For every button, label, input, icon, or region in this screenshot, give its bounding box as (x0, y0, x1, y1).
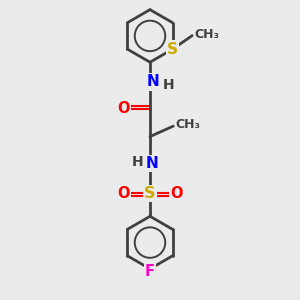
Text: O: O (117, 186, 129, 201)
Text: H: H (163, 78, 174, 92)
Text: S: S (144, 186, 156, 201)
Text: O: O (118, 101, 130, 116)
Text: CH₃: CH₃ (176, 118, 201, 131)
Text: F: F (145, 264, 155, 279)
Text: O: O (171, 186, 183, 201)
Text: CH₃: CH₃ (195, 28, 220, 40)
Text: N: N (147, 74, 159, 89)
Text: N: N (146, 156, 159, 171)
Text: S: S (167, 42, 178, 57)
Text: H: H (132, 155, 143, 169)
